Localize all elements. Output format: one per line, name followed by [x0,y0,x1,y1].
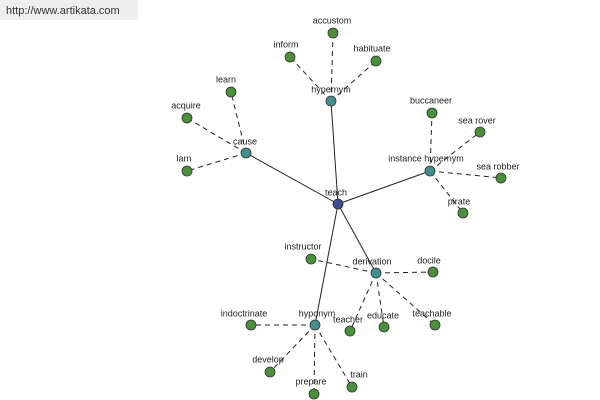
term-label: pirate [448,196,471,206]
term-label: docile [417,255,441,265]
relation-node [370,267,382,279]
term-node [429,319,441,331]
term-label: indoctrinate [221,308,268,318]
term-edge [375,272,385,328]
relation-node [309,319,321,331]
term-label: inform [273,39,298,49]
term-edge [313,324,316,395]
term-node [370,55,382,67]
term-node [474,126,486,138]
term-label: instructor [284,241,321,251]
term-node [346,381,358,393]
relation-label: cause [233,136,257,146]
term-node [457,207,469,219]
nodes: hypernym accustom inform habituate cause lear… [171,15,520,400]
relation-label: hyponym [299,308,336,318]
term-label: acquire [171,100,201,110]
relation-edge [314,203,339,326]
term-edge [330,60,377,102]
term-node [225,86,237,98]
term-node [426,107,438,119]
relation-edge [330,100,339,205]
term-edge [269,324,316,373]
term-node [344,325,356,337]
term-edge [375,271,434,274]
relation-node [424,165,436,177]
relation-label: derivation [352,256,391,266]
term-edge [429,112,433,172]
term-edge [310,258,377,274]
term-label: larn [176,153,191,163]
term-edge [375,272,436,326]
term-label: teachable [412,308,451,318]
term-edge [289,56,332,102]
term-label: train [350,369,368,379]
term-label: prepare [295,376,326,386]
term-edge [186,152,247,172]
url: http://www.artikata.com [6,5,120,17]
term-label: sea rover [458,115,496,125]
term-edge [314,324,353,388]
term-edge [429,131,481,172]
term-node [245,319,257,331]
term-node [427,266,439,278]
term-label: learn [216,74,236,84]
center-label: teach [325,187,347,197]
term-node [284,51,296,63]
term-label: develop [252,354,284,364]
term-edge [429,170,502,179]
term-label: educate [367,310,399,320]
term-edge [230,91,247,154]
edges [186,32,502,395]
term-node [305,253,317,265]
relation-node [325,95,337,107]
term-label: buccaneer [410,95,452,105]
term-node [181,112,193,124]
term-label: teacher [333,314,363,324]
term-label: sea robber [476,161,519,171]
term-node [378,321,390,333]
term-edge [186,117,247,154]
term-label: accustom [313,15,352,25]
relation-label: hypernym [311,84,351,94]
relation-node [240,147,252,159]
term-node [181,165,193,177]
term-edge [429,170,464,214]
term-edge [330,32,334,102]
center-node [332,198,344,210]
term-node [264,366,276,378]
relation-label: instance hypernym [388,153,464,163]
relation-edge [337,170,431,205]
term-node [327,27,339,39]
term-node [495,172,507,184]
relation-edge [245,152,339,205]
url-box [0,0,138,20]
term-label: habituate [353,43,390,53]
term-node [308,388,320,400]
term-edge [349,272,377,332]
relation-edge [337,203,377,274]
